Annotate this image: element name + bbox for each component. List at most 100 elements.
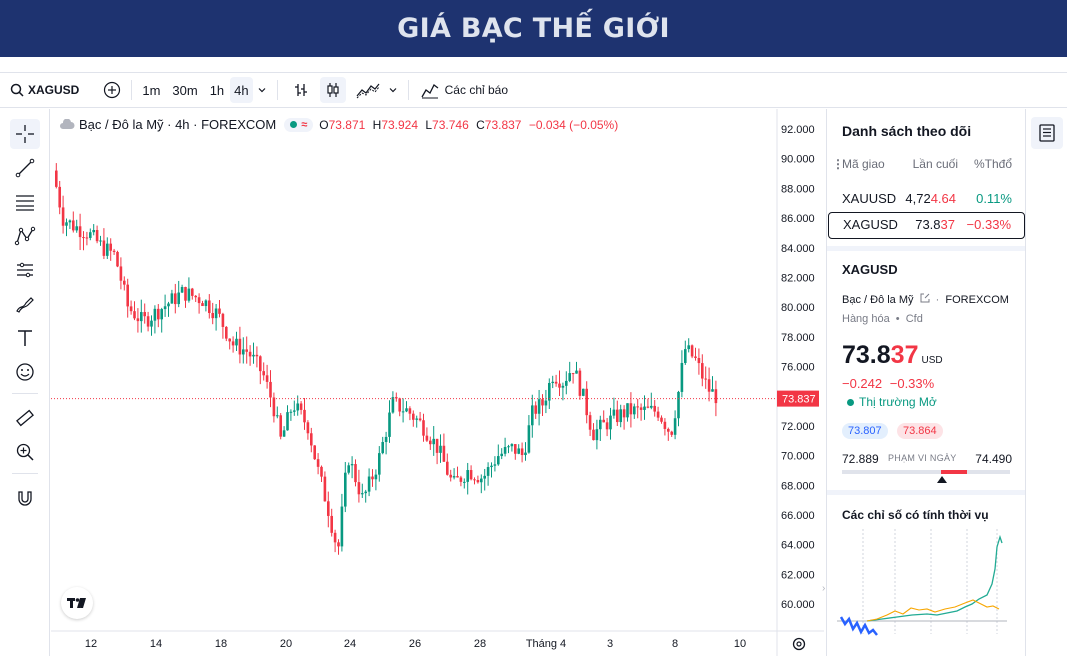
candle-body: [68, 220, 72, 223]
col-change[interactable]: %Thđổ: [973, 157, 1012, 171]
col-last[interactable]: Lần cuối: [912, 157, 958, 171]
horizontal-lines-icon: [16, 195, 34, 211]
candle-body: [605, 422, 609, 430]
candle-body: [82, 237, 85, 239]
compare-button[interactable]: [99, 77, 125, 103]
trend-line-icon: [15, 158, 35, 178]
detail-currency: USD: [921, 355, 943, 366]
interval-dropdown[interactable]: [253, 77, 271, 103]
projection-tool[interactable]: [10, 255, 40, 285]
brush-tool[interactable]: [10, 289, 40, 319]
candle-body: [150, 320, 153, 327]
measure-tool[interactable]: [10, 403, 40, 433]
panel-divider: [827, 490, 1026, 495]
candle-body: [187, 288, 191, 301]
seasonals-title[interactable]: Các chỉ số có tính thời vụ: [842, 508, 989, 522]
range-marker-icon: [937, 476, 947, 483]
candle-body: [265, 375, 269, 382]
tradingview-logo[interactable]: [61, 587, 93, 619]
candle-body: [231, 341, 235, 346]
candle-body: [463, 481, 466, 483]
magnet-tool[interactable]: [10, 483, 40, 513]
fib-tool[interactable]: [10, 187, 40, 217]
candle-body: [157, 308, 160, 320]
interval-1h[interactable]: 1h: [209, 82, 225, 98]
detail-name-row: Bạc / Đô la Mỹ · FOREXCOM: [842, 293, 1009, 306]
seasonals-chart[interactable]: [837, 529, 1017, 654]
candles-style-button[interactable]: [319, 77, 346, 103]
candle-body: [340, 506, 344, 547]
price-tick-label: 80.000: [781, 302, 815, 314]
chart-legend: Bạc / Đô la Mỹ · 4h · FOREXCOM ≈ O73.871…: [59, 117, 622, 132]
candle-body: [544, 400, 548, 406]
interval-1m[interactable]: 1m: [142, 82, 161, 98]
time-tick-label: 20: [280, 638, 292, 650]
toolbar-divider: [407, 80, 409, 100]
pattern-tool[interactable]: [10, 221, 40, 251]
detail-name[interactable]: Bạc / Đô la Mỹ: [842, 294, 914, 306]
candle-body: [425, 435, 429, 441]
status-dot: [847, 398, 854, 406]
detail-category-row: Hàng hóa • Cfd: [842, 313, 923, 325]
seasonal-line-prev: [866, 599, 1000, 622]
watchlist-toggle[interactable]: [1031, 117, 1063, 149]
candle-body: [252, 354, 255, 357]
row-change: 0.11%: [976, 191, 1012, 206]
candle-body: [690, 345, 694, 357]
candle-body: [146, 316, 150, 327]
interval-4h[interactable]: 4h: [230, 77, 253, 103]
settings-button[interactable]: [790, 635, 808, 653]
symbol-search[interactable]: XAGUSD: [6, 77, 83, 103]
candle-body: [599, 419, 602, 430]
candle-body: [361, 493, 364, 495]
panel-collapse-handle[interactable]: ›: [822, 583, 826, 594]
candle-body: [667, 428, 670, 432]
candle-body: [293, 410, 296, 412]
candle-body: [619, 409, 622, 423]
candle-body: [106, 243, 109, 256]
candle-body: [401, 411, 405, 413]
drag-handle-icon[interactable]: ⋮: [832, 157, 844, 171]
external-link-icon[interactable]: [920, 293, 930, 303]
candle-body: [670, 431, 673, 435]
watchlist-row-xauusd[interactable]: XAUUSD 4,724.64 0.11%: [827, 187, 1026, 214]
area-style-button[interactable]: [352, 77, 384, 103]
chart-pane[interactable]: 92.000 90.000 88.000 86.000 84.000 82.000 80.0…: [51, 109, 824, 656]
watchlist-row-xagusd[interactable]: XAGUSD 73.837 −0.33%: [828, 212, 1025, 239]
candle-body: [571, 373, 575, 375]
bar-style-button[interactable]: [288, 77, 314, 103]
col-symbol[interactable]: Mã giao: [842, 157, 885, 171]
candle-body: [279, 415, 282, 437]
candle-body: [714, 389, 718, 404]
magnet-icon: [18, 491, 32, 506]
candle-body: [684, 349, 687, 363]
market-status-pill[interactable]: ≈: [284, 117, 314, 132]
watchlist-title: Danh sách theo dõi: [842, 123, 972, 139]
candle-body: [228, 338, 231, 342]
text-tool[interactable]: [10, 323, 40, 353]
candle-body: [160, 309, 163, 320]
candle-body: [367, 476, 371, 492]
candle-body: [136, 318, 140, 322]
chart-style-dropdown[interactable]: [384, 77, 402, 103]
candle-body: [296, 403, 299, 411]
trend-line-tool[interactable]: [10, 153, 40, 183]
candle-body: [85, 237, 89, 239]
zoom-tool[interactable]: [10, 437, 40, 467]
interval-30m[interactable]: 30m: [172, 82, 198, 98]
candle-body: [565, 380, 568, 386]
detail-market-status[interactable]: Thị trường Mở: [847, 395, 937, 409]
status-dot: [290, 121, 298, 128]
indicators-button[interactable]: Các chỉ báo: [417, 77, 512, 103]
candle-body: [102, 240, 106, 256]
candle-body: [337, 542, 340, 547]
plus-circle-icon: [104, 81, 121, 99]
candle-body: [75, 226, 78, 231]
candlestick-chart[interactable]: 92.000 90.000 88.000 86.000 84.000 82.000 80.0…: [51, 109, 824, 656]
time-tick-label: 28: [474, 638, 486, 650]
candle-body: [395, 397, 398, 399]
candle-body: [65, 222, 68, 226]
crosshair-tool[interactable]: [10, 119, 40, 149]
emoji-tool[interactable]: [10, 357, 40, 387]
row-symbol: XAGUSD: [843, 217, 898, 232]
